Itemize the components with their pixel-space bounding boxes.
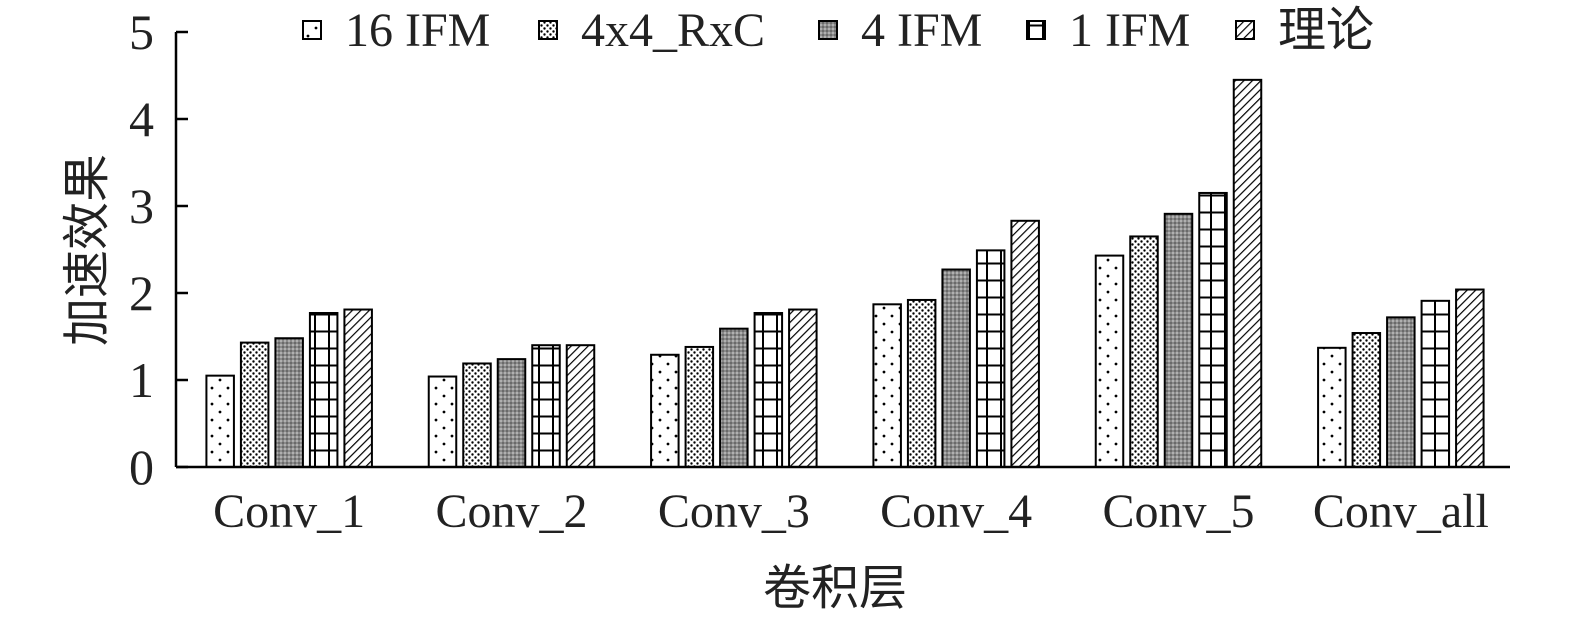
bar-Conv_2-3 bbox=[531, 344, 561, 469]
bar-Conv_4-4 bbox=[1010, 219, 1040, 468]
x-tick-label-Conv_5: Conv_5 bbox=[1102, 485, 1254, 538]
legend-swatch-4 bbox=[1235, 20, 1255, 40]
axes bbox=[174, 32, 1510, 469]
bar-Conv_4-3 bbox=[975, 249, 1006, 468]
y-tick-label-4: 4 bbox=[129, 91, 154, 147]
bar-Conv_4-1 bbox=[906, 298, 937, 468]
bar-Conv_1-1 bbox=[239, 341, 270, 468]
bar-Conv_1-3 bbox=[308, 312, 339, 469]
legend-swatch-1 bbox=[538, 20, 558, 40]
y-tick-label-1: 1 bbox=[129, 352, 154, 408]
bar-Conv_3-4 bbox=[788, 308, 818, 468]
bar-Conv_3-0 bbox=[650, 353, 680, 468]
bar-Conv_2-1 bbox=[462, 362, 492, 468]
bar-Conv_all-1 bbox=[1351, 332, 1382, 468]
legend-label-2: 4 IFM bbox=[861, 4, 982, 57]
bar-Conv_all-0 bbox=[1317, 346, 1347, 468]
bar-Conv_2-2 bbox=[496, 358, 527, 468]
bar-Conv_all-3 bbox=[1420, 299, 1451, 468]
x-tick-label-Conv_4: Conv_4 bbox=[880, 485, 1032, 538]
bar-Conv_3-3 bbox=[753, 312, 784, 469]
legend: 16 IFM 4x4_RxC 4 IFM 1 IFM 理论 bbox=[302, 4, 1374, 57]
y-ticks: 0 1 2 3 4 5 bbox=[129, 4, 188, 495]
bar-Conv_5-0 bbox=[1094, 254, 1125, 468]
x-axis-title: 卷积层 bbox=[763, 560, 907, 616]
bar-Conv_1-0 bbox=[205, 374, 235, 468]
bar-Conv_3-2 bbox=[719, 327, 749, 469]
legend-swatch-0 bbox=[302, 20, 322, 40]
bar-Conv_5-2 bbox=[1163, 212, 1194, 468]
y-tick-label-0: 0 bbox=[129, 439, 154, 495]
x-tick-labels: Conv_1 Conv_2 Conv_3 Conv_4 Conv_5 Conv_all bbox=[213, 485, 1489, 538]
y-tick-label-3: 3 bbox=[129, 178, 154, 234]
x-tick-label-Conv_1: Conv_1 bbox=[213, 485, 365, 538]
legend-swatch-2 bbox=[818, 20, 838, 40]
x-tick-label-Conv_all: Conv_all bbox=[1313, 485, 1489, 538]
bar-Conv_4-0 bbox=[872, 303, 902, 468]
x-tick-label-Conv_2: Conv_2 bbox=[435, 485, 587, 538]
bar-Conv_2-0 bbox=[427, 375, 458, 468]
legend-label-3: 1 IFM bbox=[1069, 4, 1190, 57]
legend-label-1: 4x4_RxC bbox=[581, 4, 765, 57]
legend-label-4: 理论 bbox=[1278, 4, 1374, 57]
bar-Conv_1-4 bbox=[343, 308, 373, 468]
bar-Conv_2-4 bbox=[565, 344, 596, 469]
legend-swatch-3 bbox=[1026, 20, 1046, 40]
bar-Conv_4-2 bbox=[941, 268, 971, 469]
bars-group bbox=[205, 78, 1485, 469]
bar-Conv_5-3 bbox=[1198, 191, 1228, 468]
y-tick-label-5: 5 bbox=[129, 4, 154, 60]
bar-Conv_5-4 bbox=[1232, 78, 1263, 468]
x-tick-label-Conv_3: Conv_3 bbox=[658, 485, 810, 538]
bar-Conv_all-2 bbox=[1386, 316, 1416, 468]
y-tick-label-2: 2 bbox=[129, 265, 154, 321]
bar-Conv_1-2 bbox=[274, 337, 304, 468]
legend-label-0: 16 IFM bbox=[345, 4, 490, 57]
bar-Conv_3-1 bbox=[684, 345, 715, 468]
bar-Conv_5-1 bbox=[1129, 235, 1159, 468]
bar-Conv_all-4 bbox=[1455, 288, 1485, 468]
y-axis-title: 加速效果 bbox=[59, 154, 115, 346]
